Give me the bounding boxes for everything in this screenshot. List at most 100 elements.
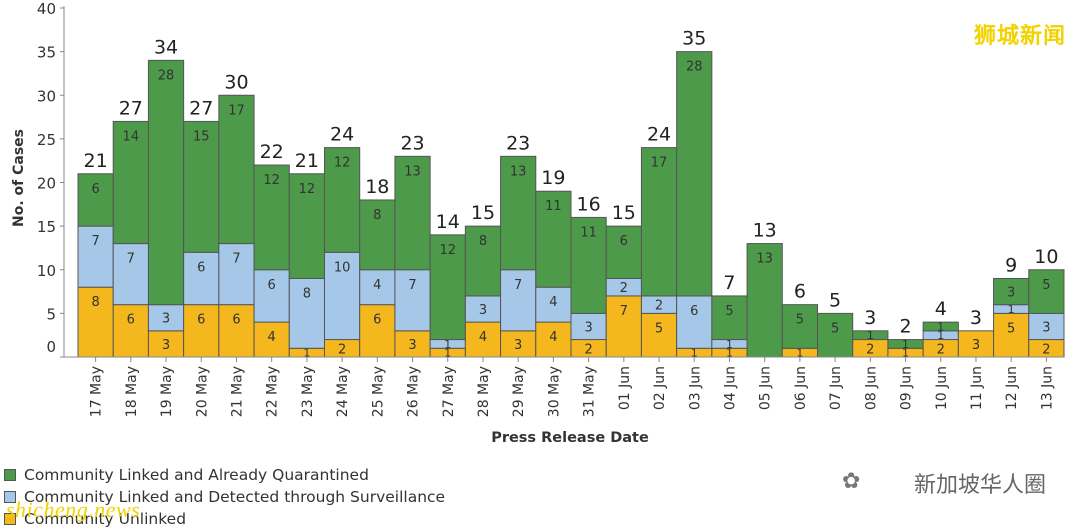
bar-total-label: 27	[119, 97, 143, 119]
segment-label-quarantined: 1	[902, 338, 909, 351]
bar-segment-quarantined	[535, 190, 572, 288]
segment-label-unlinked: 1	[796, 347, 803, 360]
segment-label-surveillance: 7	[232, 252, 240, 267]
wechat-icon: ✿	[842, 469, 861, 494]
x-tick-label: 11 Jun	[969, 366, 985, 410]
bar-segment-surveillance	[147, 304, 185, 332]
bar-segment-quarantined	[324, 147, 361, 253]
segment-label-surveillance: 8	[303, 286, 311, 301]
segment-label-surveillance: 2	[620, 281, 628, 296]
bar-total-label: 27	[189, 97, 213, 119]
segment-label-quarantined: 13	[404, 164, 421, 179]
bar-segment-quarantined	[676, 51, 713, 297]
bar-total-label: 15	[471, 202, 495, 224]
bar-total-label: 14	[436, 211, 460, 233]
y-tick-label: 20	[37, 175, 56, 193]
segment-label-unlinked: 4	[479, 330, 487, 345]
x-tick-label: 19 May	[159, 366, 175, 417]
legend-label-unlinked: Community Unlinked	[24, 510, 187, 528]
bar-total-label: 21	[295, 150, 319, 172]
segment-label-surveillance: 1	[726, 338, 733, 351]
segment-label-unlinked: 5	[655, 321, 663, 336]
bar-segment-quarantined	[183, 120, 220, 253]
segment-label-unlinked: 6	[232, 313, 240, 328]
bar-segment-surveillance	[676, 295, 713, 349]
segment-label-unlinked: 2	[866, 342, 874, 357]
x-tick-label: 30 May	[546, 366, 562, 417]
bar-segment-quarantined	[394, 155, 431, 271]
x-tick-label: 28 May	[476, 366, 492, 417]
bar-total-label: 16	[577, 193, 601, 215]
x-tick-label: 07 Jun	[828, 366, 844, 410]
bar-segment-surveillance	[112, 243, 149, 306]
segment-label-unlinked: 1	[444, 347, 451, 360]
bar-segment-quarantined	[429, 234, 466, 341]
segment-label-quarantined: 13	[510, 164, 527, 179]
legend-swatch-quarantined	[4, 469, 16, 481]
y-tick-label: 0	[46, 338, 56, 356]
segment-label-unlinked: 6	[373, 313, 381, 328]
bar-total-label: 22	[260, 141, 284, 163]
legend-label-surveillance: Community Linked and Detected through Su…	[24, 488, 446, 506]
bar-segment-unlinked	[957, 330, 995, 358]
x-tick-label: 21 May	[229, 366, 245, 417]
segment-label-surveillance: 6	[268, 278, 276, 293]
segment-label-quarantined: 3	[1007, 286, 1015, 301]
x-tick-label: 27 May	[441, 366, 457, 417]
segment-label-quarantined: 17	[228, 103, 245, 118]
segment-label-surveillance: 1	[937, 329, 944, 342]
segment-label-quarantined: 28	[158, 68, 175, 83]
segment-label-unlinked: 2	[937, 342, 945, 357]
bar-segment-quarantined	[1028, 269, 1065, 314]
bar-segment-unlinked	[535, 321, 572, 358]
segment-label-unlinked: 1	[303, 347, 310, 360]
x-tick-label: 24 May	[335, 366, 351, 417]
y-tick-label: 30	[37, 87, 56, 105]
bar-segment-quarantined	[359, 199, 396, 271]
segment-label-unlinked: 3	[408, 338, 416, 353]
segment-label-quarantined: 12	[439, 243, 456, 258]
y-tick-label: 15	[37, 218, 56, 236]
x-tick-label: 18 May	[124, 366, 140, 417]
segment-label-quarantined: 6	[91, 182, 99, 197]
bar-total-label: 18	[365, 176, 389, 198]
y-axis: 0 5 10 15 20 25 30 35 40	[37, 0, 65, 358]
bar-segment-surveillance	[324, 251, 361, 341]
bar-segment-quarantined	[781, 304, 818, 349]
x-tick-label: 22 May	[265, 366, 281, 417]
bars-layer: 8762167142733283466152767173046122218122…	[77, 28, 1065, 360]
bar-segment-quarantined	[218, 94, 255, 245]
bar-segment-quarantined	[77, 173, 114, 227]
y-tick-label: 40	[37, 0, 56, 18]
legend-label-quarantined: Community Linked and Already Quarantined	[24, 466, 369, 484]
segment-label-surveillance: 10	[334, 260, 351, 275]
x-tick-label: 17 May	[89, 366, 105, 417]
bar-total-label: 2	[899, 316, 911, 338]
segment-label-unlinked: 2	[338, 342, 346, 357]
legend: Community Linked and Already Quarantined…	[4, 464, 445, 530]
bar-segment-unlinked	[183, 304, 220, 358]
x-tick-label: 20 May	[194, 366, 210, 417]
x-tick-label: 25 May	[370, 366, 386, 417]
bar-total-label: 4	[935, 298, 947, 320]
x-tick-label: 08 Jun	[863, 366, 879, 410]
segment-label-surveillance: 3	[584, 320, 592, 335]
segment-label-quarantined: 11	[580, 225, 597, 240]
segment-label-unlinked: 1	[726, 347, 733, 360]
bar-segment-quarantined	[746, 243, 783, 358]
x-tick-label: 23 May	[300, 366, 316, 417]
legend-item-unlinked: Community Unlinked	[4, 508, 445, 530]
bar-segment-quarantined	[112, 120, 149, 245]
segment-label-surveillance: 7	[514, 278, 522, 293]
segment-label-unlinked: 6	[197, 313, 205, 328]
segment-label-quarantined: 8	[479, 234, 487, 249]
segment-label-quarantined: 12	[263, 173, 280, 188]
x-tick-label: 29 May	[511, 366, 527, 417]
segment-label-quarantined: 6	[620, 234, 628, 249]
x-tick-label: 03 Jun	[687, 366, 703, 410]
segment-label-unlinked: 3	[162, 338, 170, 353]
segment-label-unlinked: 6	[127, 313, 135, 328]
x-tick-label: 06 Jun	[793, 366, 809, 410]
x-tick-label: 13 Jun	[1039, 366, 1055, 410]
segment-label-surveillance: 6	[197, 260, 205, 275]
